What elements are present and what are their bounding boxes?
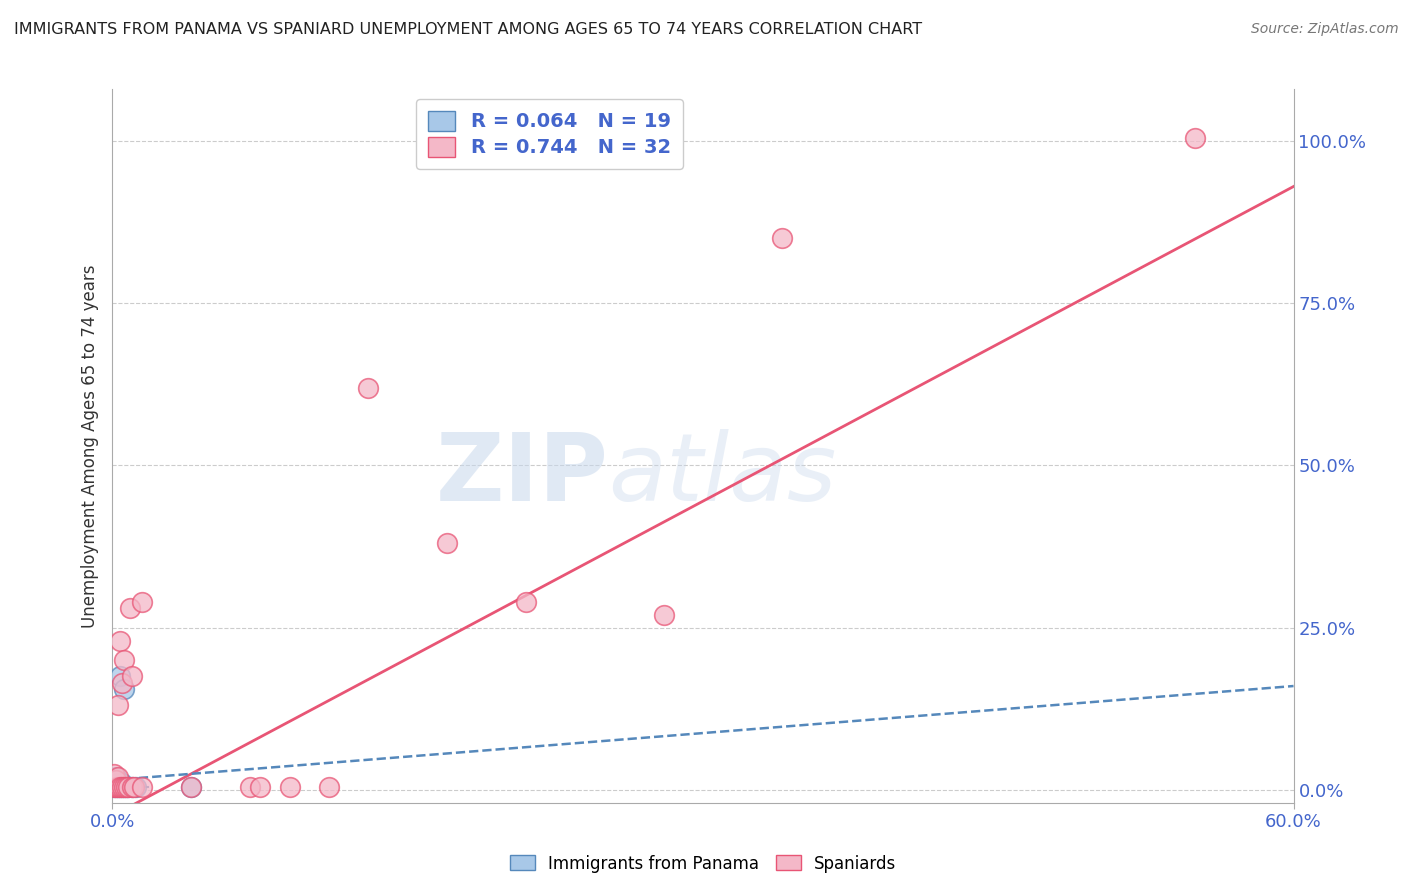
Point bbox=[131, 595, 153, 609]
Point bbox=[121, 669, 143, 683]
Point bbox=[278, 780, 301, 794]
Point bbox=[117, 780, 139, 794]
Point bbox=[110, 633, 132, 648]
Point bbox=[105, 780, 128, 794]
Point bbox=[103, 780, 125, 794]
Point bbox=[115, 780, 138, 794]
Point bbox=[515, 595, 537, 609]
Point bbox=[107, 780, 129, 794]
Point bbox=[131, 780, 153, 794]
Point bbox=[121, 780, 143, 794]
Point bbox=[107, 780, 129, 794]
Point bbox=[121, 780, 143, 794]
Point bbox=[110, 780, 132, 794]
Point bbox=[107, 770, 129, 784]
Point bbox=[107, 698, 129, 713]
Point bbox=[105, 776, 128, 790]
Y-axis label: Unemployment Among Ages 65 to 74 years: Unemployment Among Ages 65 to 74 years bbox=[80, 264, 98, 628]
Point bbox=[112, 653, 135, 667]
Point bbox=[239, 780, 262, 794]
Point bbox=[180, 780, 202, 794]
Point bbox=[111, 675, 134, 690]
Point bbox=[111, 776, 134, 790]
Point bbox=[103, 773, 125, 788]
Legend: R = 0.064   N = 19, R = 0.744   N = 32: R = 0.064 N = 19, R = 0.744 N = 32 bbox=[416, 99, 682, 169]
Point bbox=[770, 231, 793, 245]
Point bbox=[1184, 131, 1206, 145]
Point bbox=[652, 607, 675, 622]
Point bbox=[107, 776, 129, 790]
Point bbox=[180, 780, 202, 794]
Point bbox=[357, 381, 380, 395]
Legend: Immigrants from Panama, Spaniards: Immigrants from Panama, Spaniards bbox=[503, 848, 903, 880]
Point bbox=[112, 780, 135, 794]
Point bbox=[103, 766, 125, 780]
Point bbox=[318, 780, 340, 794]
Point bbox=[436, 536, 458, 550]
Point bbox=[122, 780, 145, 794]
Point bbox=[110, 780, 132, 794]
Point bbox=[110, 669, 132, 683]
Point bbox=[105, 770, 128, 784]
Point bbox=[105, 773, 128, 788]
Point bbox=[112, 780, 135, 794]
Text: IMMIGRANTS FROM PANAMA VS SPANIARD UNEMPLOYMENT AMONG AGES 65 TO 74 YEARS CORREL: IMMIGRANTS FROM PANAMA VS SPANIARD UNEMP… bbox=[14, 22, 922, 37]
Text: Source: ZipAtlas.com: Source: ZipAtlas.com bbox=[1251, 22, 1399, 37]
Point bbox=[103, 776, 125, 790]
Point bbox=[249, 780, 271, 794]
Text: ZIP: ZIP bbox=[436, 428, 609, 521]
Point bbox=[111, 780, 134, 794]
Point bbox=[115, 780, 138, 794]
Point bbox=[125, 780, 148, 794]
Point bbox=[111, 780, 134, 794]
Point bbox=[105, 780, 128, 794]
Text: atlas: atlas bbox=[609, 429, 837, 520]
Point bbox=[117, 780, 139, 794]
Point bbox=[103, 780, 125, 794]
Point bbox=[120, 601, 142, 615]
Point bbox=[112, 682, 135, 697]
